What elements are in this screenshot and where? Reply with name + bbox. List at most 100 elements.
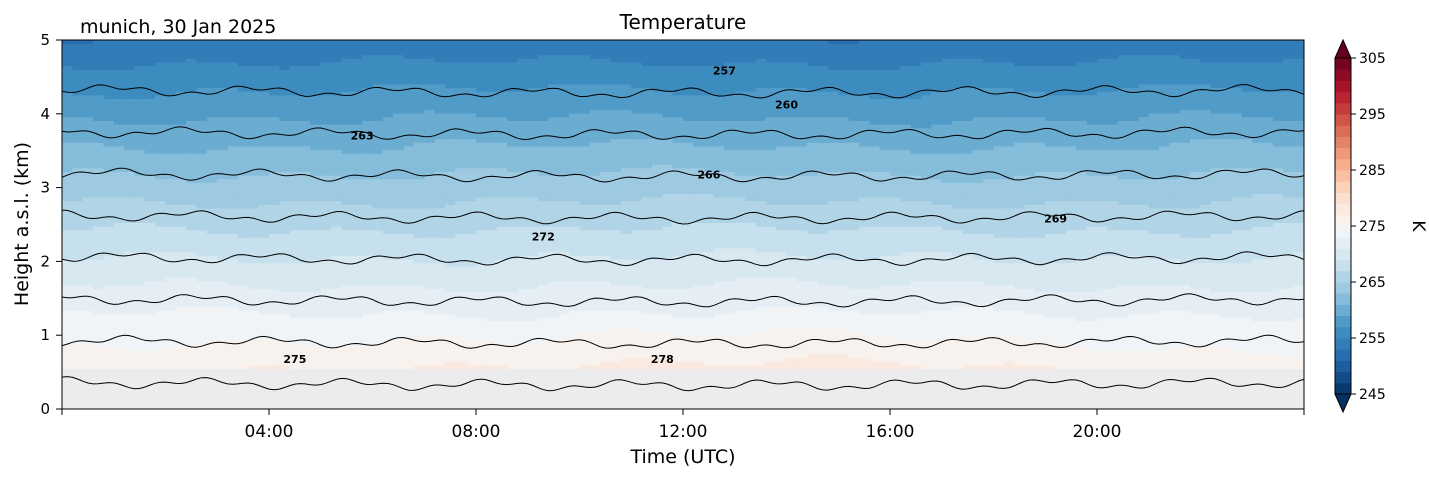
- field-cell: [72, 324, 84, 329]
- field-cell: [558, 302, 570, 307]
- field-cell: [382, 240, 394, 245]
- field-cell: [413, 134, 425, 140]
- field-cell: [579, 262, 591, 267]
- field-cell: [362, 280, 374, 286]
- field-cell: [258, 247, 270, 253]
- field-cell: [269, 364, 280, 370]
- field-cell: [527, 255, 539, 260]
- field-cell: [496, 102, 508, 107]
- field-cell: [589, 61, 601, 67]
- field-cell: [103, 94, 115, 99]
- field-cell: [124, 269, 136, 275]
- field-cell: [155, 299, 167, 304]
- field-cell: [341, 222, 353, 227]
- field-cell: [289, 317, 301, 322]
- field-cell: [165, 306, 177, 311]
- field-cell: [93, 193, 104, 198]
- field-cell: [372, 167, 384, 172]
- field-cell: [103, 109, 115, 114]
- field-cell: [155, 120, 167, 125]
- field-cell: [155, 167, 167, 172]
- field-cell: [134, 189, 146, 194]
- field-cell: [610, 262, 622, 267]
- field-cell: [310, 145, 322, 151]
- field-cell: [320, 80, 332, 85]
- field-cell: [382, 306, 394, 311]
- field-cell: [289, 280, 301, 286]
- field-cell: [403, 353, 415, 359]
- field-cell: [444, 142, 456, 147]
- field-cell: [186, 134, 198, 140]
- field-cell: [403, 196, 415, 202]
- field-cell: [310, 255, 322, 260]
- field-cell: [455, 200, 467, 205]
- field-cell: [320, 277, 332, 282]
- field-cell: [72, 185, 84, 191]
- field-cell: [144, 299, 156, 304]
- field-cell: [548, 207, 560, 213]
- field-cell: [237, 72, 249, 78]
- field-cell: [113, 320, 125, 326]
- field-cell: [165, 361, 177, 366]
- field-cell: [341, 120, 353, 125]
- field-cell: [82, 185, 94, 191]
- field-cell: [486, 189, 498, 194]
- field-cell: [527, 153, 539, 158]
- field-cell: [558, 105, 570, 110]
- field-cell: [300, 207, 311, 213]
- field-cell: [331, 164, 343, 169]
- field-cell: [113, 120, 125, 125]
- field-cell: [289, 233, 301, 238]
- field-cell: [465, 47, 477, 52]
- field-cell: [569, 324, 581, 329]
- field-cell: [320, 295, 332, 300]
- field-cell: [279, 167, 291, 172]
- field-cell: [424, 142, 436, 147]
- field-cell: [155, 102, 167, 107]
- field-cell: [631, 302, 643, 307]
- field-cell: [289, 193, 301, 198]
- chart-title: Temperature: [619, 10, 747, 34]
- field-cell: [444, 50, 456, 56]
- field-cell: [589, 149, 601, 154]
- field-cell: [113, 291, 125, 297]
- field-cell: [558, 116, 570, 121]
- field-cell: [579, 277, 591, 282]
- field-cell: [289, 251, 301, 256]
- field-cell: [248, 131, 260, 136]
- field-cell: [196, 58, 208, 63]
- field-cell: [196, 339, 208, 344]
- field-cell: [93, 196, 104, 202]
- field-cell: [300, 288, 311, 293]
- field-cell: [269, 156, 280, 162]
- field-cell: [486, 142, 498, 147]
- field-cell: [144, 142, 156, 147]
- field-cell: [517, 134, 529, 140]
- field-cell: [82, 240, 94, 245]
- field-cell: [134, 76, 146, 81]
- field-cell: [331, 364, 343, 370]
- field-cell: [393, 306, 405, 311]
- field-cell: [103, 160, 115, 165]
- field-cell: [217, 237, 229, 242]
- field-cell: [351, 102, 363, 107]
- field-cell: [62, 262, 73, 267]
- field-cell: [517, 339, 529, 344]
- field-cell: [382, 116, 394, 121]
- field-cell: [579, 328, 591, 333]
- field-cell: [600, 226, 612, 231]
- field-cell: [341, 156, 353, 162]
- field-cell: [155, 258, 167, 264]
- field-cell: [310, 120, 322, 125]
- field-cell: [186, 72, 198, 78]
- field-cell: [175, 69, 187, 74]
- field-cell: [289, 226, 301, 231]
- field-cell: [465, 320, 477, 326]
- field-cell: [507, 364, 518, 370]
- field-cell: [72, 335, 84, 340]
- field-cell: [569, 178, 581, 183]
- field-cell: [413, 364, 425, 370]
- field-cell: [403, 215, 415, 220]
- field-cell: [196, 200, 208, 205]
- field-cell: [72, 361, 84, 366]
